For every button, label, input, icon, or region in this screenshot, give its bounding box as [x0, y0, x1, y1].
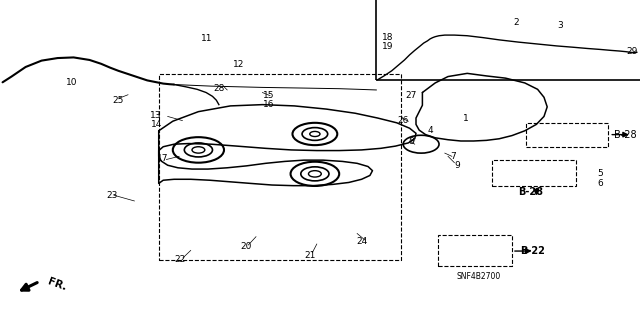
Bar — [492, 160, 576, 186]
Text: B-22: B-22 — [520, 246, 545, 256]
Text: 6: 6 — [598, 179, 603, 188]
Text: 13: 13 — [150, 111, 162, 120]
Text: 24: 24 — [356, 237, 368, 246]
Text: 4: 4 — [428, 126, 433, 135]
Text: B-28: B-28 — [518, 187, 543, 197]
Text: FR.: FR. — [46, 277, 68, 293]
Text: 29: 29 — [627, 47, 638, 56]
Text: 8: 8 — [408, 137, 413, 146]
Text: 9: 9 — [454, 161, 460, 170]
Text: 19: 19 — [382, 42, 394, 51]
Text: 12: 12 — [233, 60, 244, 69]
Text: 14: 14 — [150, 120, 162, 129]
Text: 16: 16 — [263, 100, 275, 109]
Bar — [376, 0, 640, 80]
Text: 10: 10 — [66, 78, 77, 87]
Bar — [526, 123, 608, 147]
Text: B-28: B-28 — [614, 130, 637, 140]
Bar — [159, 74, 401, 260]
Text: 1: 1 — [463, 114, 468, 122]
Text: SNF4B2700: SNF4B2700 — [456, 272, 501, 281]
Text: 3: 3 — [557, 21, 563, 30]
Text: 15: 15 — [263, 91, 275, 100]
Text: 11: 11 — [201, 34, 212, 43]
Text: 23: 23 — [106, 191, 118, 200]
Text: 22: 22 — [175, 256, 186, 264]
Text: 18: 18 — [382, 33, 394, 42]
Text: 25: 25 — [113, 96, 124, 105]
Text: 28: 28 — [213, 84, 225, 93]
Text: 21: 21 — [304, 251, 316, 260]
Text: 26: 26 — [397, 116, 409, 125]
Text: 2: 2 — [513, 18, 518, 27]
Text: 5: 5 — [598, 169, 603, 178]
Text: 27: 27 — [406, 91, 417, 100]
Text: 17: 17 — [157, 154, 169, 163]
Text: 20: 20 — [240, 242, 252, 251]
Bar — [438, 235, 512, 266]
Text: 7: 7 — [451, 152, 456, 161]
